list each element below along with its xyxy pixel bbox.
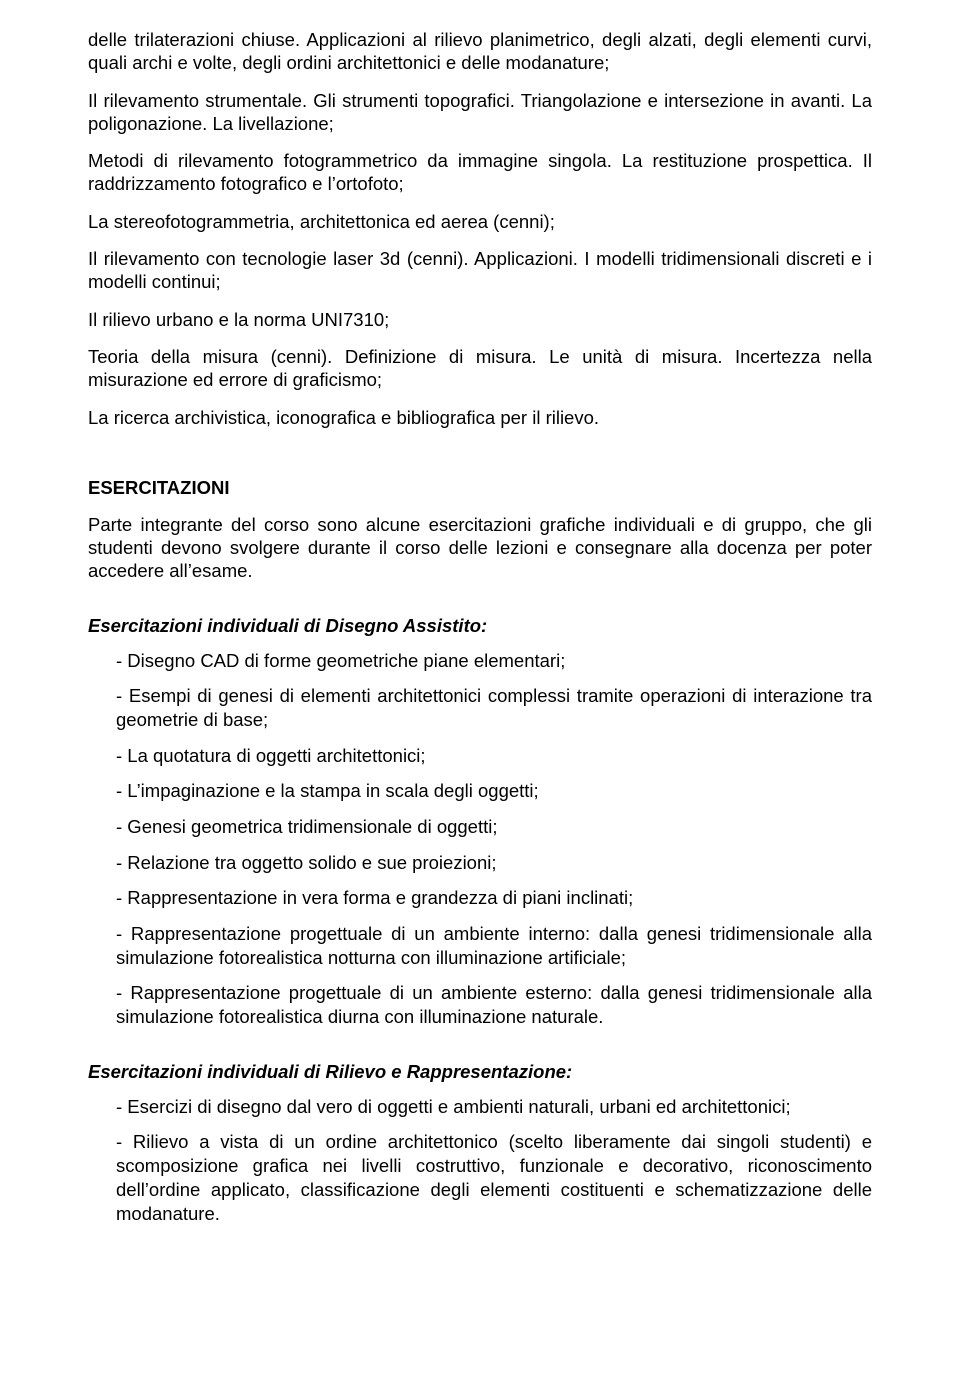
list-item: - Relazione tra oggetto solido e sue pro… (116, 851, 872, 875)
paragraph: La stereofotogrammetria, architettonica … (88, 210, 872, 233)
subsection-title-rilievo: Esercitazioni individuali di Rilievo e R… (88, 1061, 872, 1083)
paragraph: Il rilevamento strumentale. Gli strument… (88, 89, 872, 136)
bullet-list-disegno: - Disegno CAD di forme geometriche piane… (88, 649, 872, 1029)
list-item: - Esempi di genesi di elementi architett… (116, 684, 872, 731)
bullet-list-rilievo: - Esercizi di disegno dal vero di oggett… (88, 1095, 872, 1225)
list-item: - L’impaginazione e la stampa in scala d… (116, 779, 872, 803)
subsection-title-disegno: Esercitazioni individuali di Disegno Ass… (88, 615, 872, 637)
list-item: - Disegno CAD di forme geometriche piane… (116, 649, 872, 673)
list-item: - Rappresentazione progettuale di un amb… (116, 981, 872, 1028)
paragraph: Il rilevamento con tecnologie laser 3d (… (88, 247, 872, 294)
section-title-esercitazioni: ESERCITAZIONI (88, 477, 872, 499)
list-item: - Genesi geometrica tridimensionale di o… (116, 815, 872, 839)
list-item: - Rappresentazione progettuale di un amb… (116, 922, 872, 969)
list-item: - Rappresentazione in vera forma e grand… (116, 886, 872, 910)
paragraph: delle trilaterazioni chiuse. Applicazion… (88, 28, 872, 75)
paragraph: Teoria della misura (cenni). Definizione… (88, 345, 872, 392)
paragraph: Il rilievo urbano e la norma UNI7310; (88, 308, 872, 331)
list-item: - Rilievo a vista di un ordine architett… (116, 1130, 872, 1225)
list-item: - La quotatura di oggetti architettonici… (116, 744, 872, 768)
paragraph: Metodi di rilevamento fotogrammetrico da… (88, 149, 872, 196)
paragraph: La ricerca archivistica, iconografica e … (88, 406, 872, 429)
list-item: - Esercizi di disegno dal vero di oggett… (116, 1095, 872, 1119)
section-text-esercitazioni: Parte integrante del corso sono alcune e… (88, 513, 872, 583)
